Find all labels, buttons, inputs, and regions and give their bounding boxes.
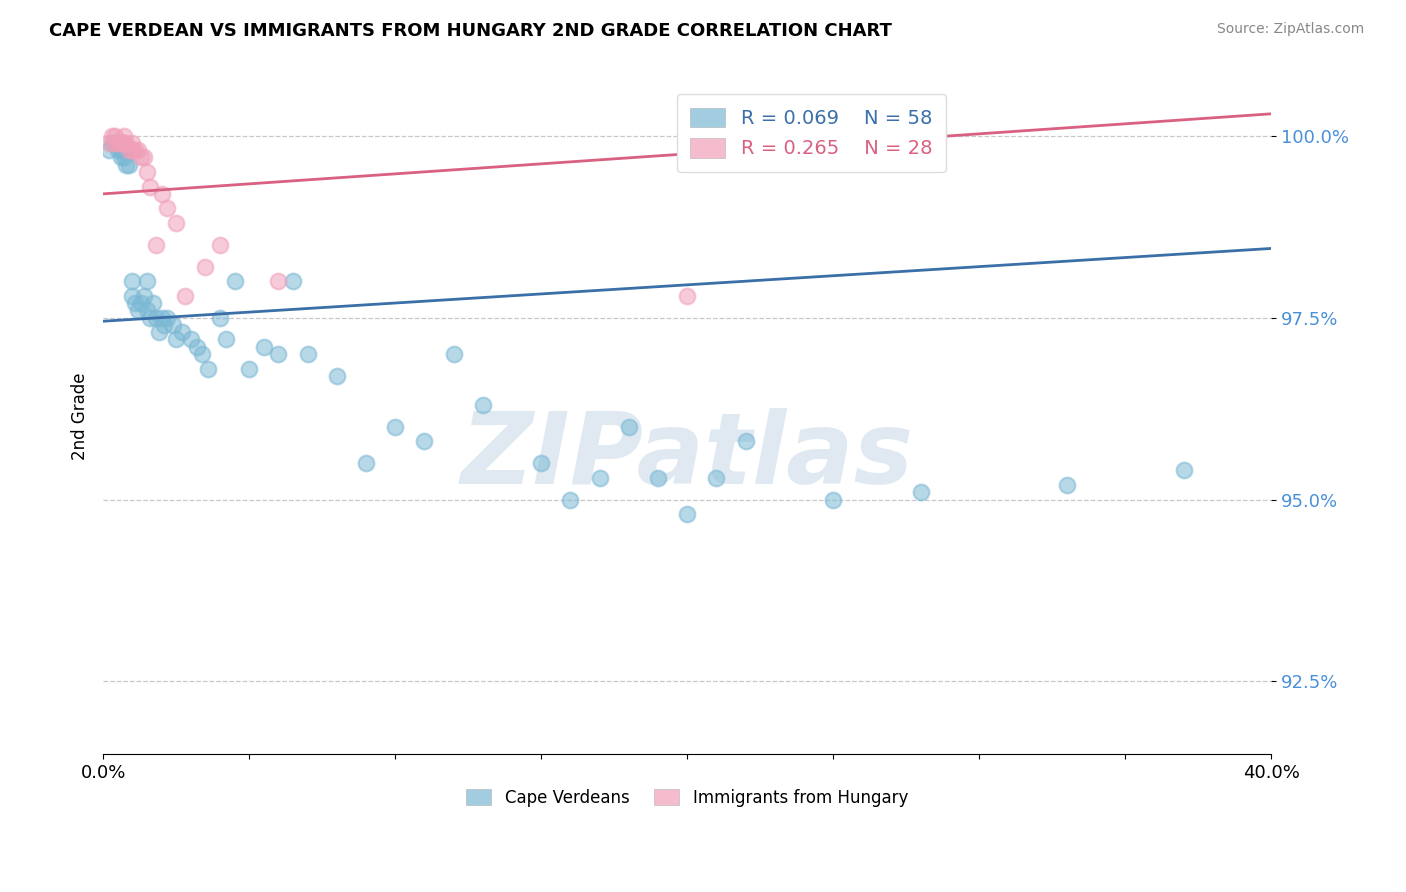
Point bbox=[156, 202, 179, 216]
Point bbox=[112, 136, 135, 150]
Point bbox=[124, 296, 146, 310]
Point bbox=[153, 318, 176, 332]
Point bbox=[136, 303, 159, 318]
Point bbox=[267, 274, 290, 288]
Point bbox=[165, 216, 187, 230]
Point bbox=[297, 347, 319, 361]
Legend: Cape Verdeans, Immigrants from Hungary: Cape Verdeans, Immigrants from Hungary bbox=[460, 782, 915, 814]
Point bbox=[530, 456, 553, 470]
Point bbox=[704, 471, 727, 485]
Text: Source: ZipAtlas.com: Source: ZipAtlas.com bbox=[1216, 22, 1364, 37]
Point bbox=[150, 310, 173, 325]
Point bbox=[173, 289, 195, 303]
Point bbox=[197, 361, 219, 376]
Point bbox=[823, 492, 845, 507]
Point bbox=[139, 179, 162, 194]
Point bbox=[170, 325, 193, 339]
Point bbox=[101, 136, 124, 150]
Point bbox=[107, 143, 129, 157]
Point bbox=[1056, 478, 1078, 492]
Point bbox=[98, 136, 121, 150]
Point bbox=[132, 151, 155, 165]
Point bbox=[734, 434, 756, 449]
Point bbox=[165, 333, 187, 347]
Point bbox=[215, 333, 238, 347]
Point bbox=[127, 143, 149, 157]
Point bbox=[110, 136, 132, 150]
Point bbox=[124, 143, 146, 157]
Point bbox=[647, 471, 669, 485]
Point bbox=[413, 434, 436, 449]
Point bbox=[676, 507, 699, 521]
Point bbox=[110, 151, 132, 165]
Point bbox=[194, 260, 217, 274]
Point bbox=[617, 419, 640, 434]
Point bbox=[253, 340, 276, 354]
Point bbox=[121, 274, 143, 288]
Point bbox=[112, 128, 135, 143]
Text: ZIPatlas: ZIPatlas bbox=[461, 408, 914, 505]
Point bbox=[104, 136, 127, 150]
Point bbox=[1173, 463, 1195, 477]
Point bbox=[136, 274, 159, 288]
Point bbox=[354, 456, 377, 470]
Point bbox=[145, 237, 167, 252]
Point bbox=[156, 310, 179, 325]
Point bbox=[145, 310, 167, 325]
Point bbox=[115, 136, 138, 150]
Point bbox=[104, 128, 127, 143]
Point bbox=[101, 128, 124, 143]
Point bbox=[325, 368, 347, 383]
Text: CAPE VERDEAN VS IMMIGRANTS FROM HUNGARY 2ND GRADE CORRELATION CHART: CAPE VERDEAN VS IMMIGRANTS FROM HUNGARY … bbox=[49, 22, 891, 40]
Point bbox=[121, 136, 143, 150]
Point bbox=[115, 158, 138, 172]
Point bbox=[208, 310, 231, 325]
Point bbox=[129, 151, 152, 165]
Point bbox=[267, 347, 290, 361]
Point bbox=[208, 237, 231, 252]
Point bbox=[121, 143, 143, 157]
Point bbox=[384, 419, 406, 434]
Point bbox=[139, 310, 162, 325]
Point bbox=[118, 143, 141, 157]
Point bbox=[191, 347, 214, 361]
Point bbox=[148, 325, 170, 339]
Point bbox=[281, 274, 304, 288]
Point bbox=[162, 318, 184, 332]
Point bbox=[132, 289, 155, 303]
Point bbox=[676, 289, 699, 303]
Point bbox=[121, 289, 143, 303]
Point bbox=[471, 398, 494, 412]
Point bbox=[910, 485, 932, 500]
Point bbox=[107, 136, 129, 150]
Point bbox=[560, 492, 582, 507]
Point bbox=[129, 296, 152, 310]
Y-axis label: 2nd Grade: 2nd Grade bbox=[72, 372, 89, 459]
Point bbox=[110, 143, 132, 157]
Point bbox=[142, 296, 165, 310]
Point bbox=[224, 274, 246, 288]
Point bbox=[238, 361, 260, 376]
Point bbox=[443, 347, 465, 361]
Point bbox=[180, 333, 202, 347]
Point bbox=[136, 165, 159, 179]
Point bbox=[118, 158, 141, 172]
Point bbox=[115, 143, 138, 157]
Point bbox=[104, 136, 127, 150]
Point bbox=[127, 303, 149, 318]
Point bbox=[150, 186, 173, 201]
Point bbox=[588, 471, 610, 485]
Point bbox=[112, 151, 135, 165]
Point bbox=[110, 136, 132, 150]
Point bbox=[186, 340, 208, 354]
Point bbox=[98, 143, 121, 157]
